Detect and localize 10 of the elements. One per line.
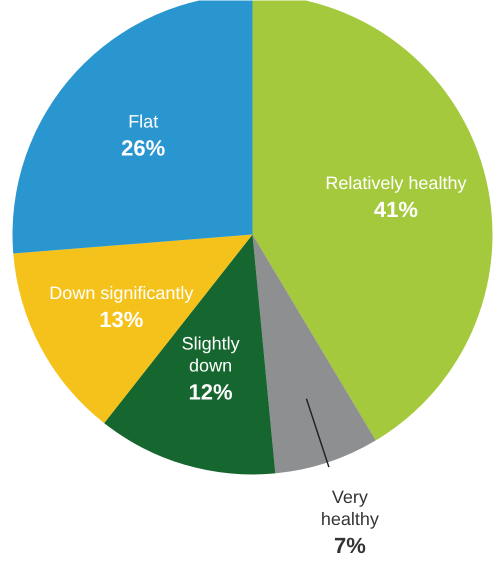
data-label: 7% xyxy=(334,532,366,558)
slice-label: Flat xyxy=(128,112,158,132)
slice-label: Relatively healthy xyxy=(325,172,466,193)
slice-label: Very healthy xyxy=(320,486,379,529)
slice-label: Slightly down xyxy=(182,333,240,376)
slice-label: Down significantly xyxy=(49,282,194,303)
data-label: 41% xyxy=(374,196,418,222)
data-label: 26% xyxy=(121,136,166,161)
data-label: 12% xyxy=(188,379,233,404)
data-label: 13% xyxy=(99,306,144,332)
